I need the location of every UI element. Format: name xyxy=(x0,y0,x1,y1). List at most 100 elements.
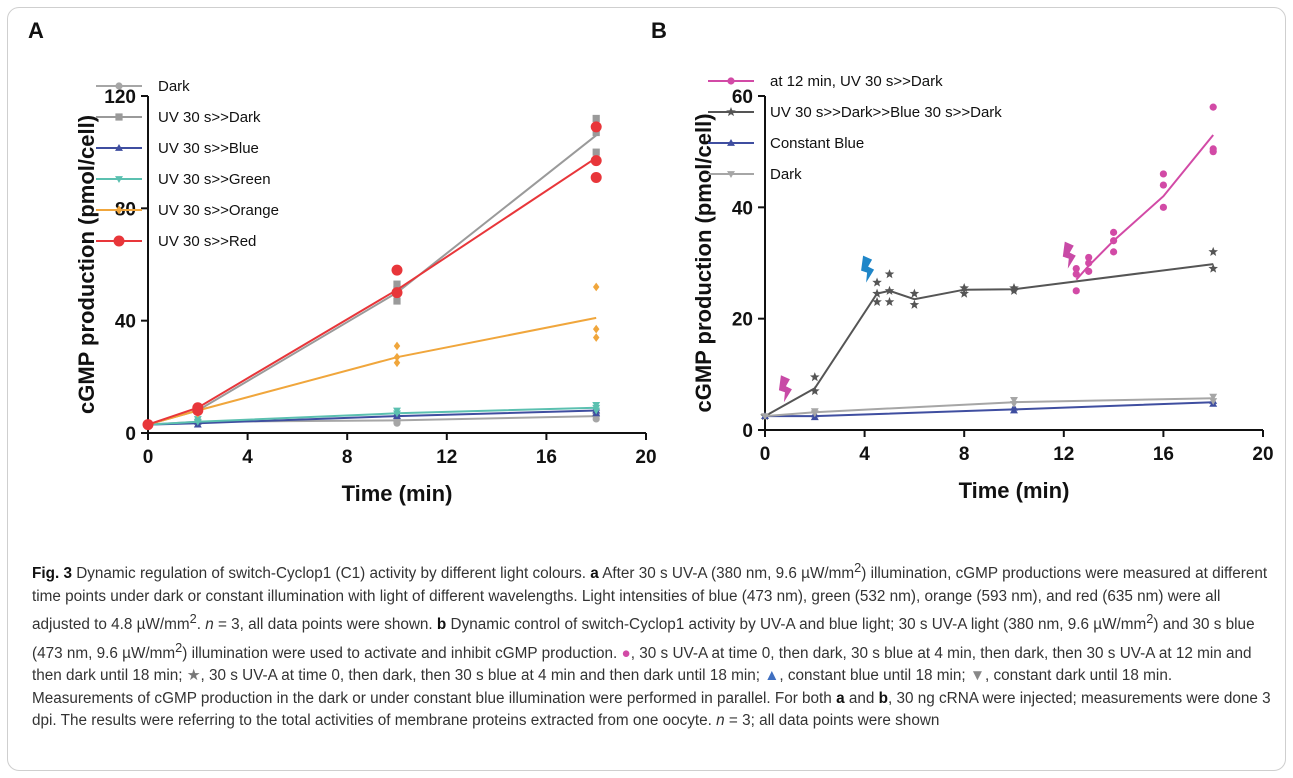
data-point xyxy=(592,114,600,123)
data-point xyxy=(393,352,401,362)
data-point xyxy=(1110,248,1118,256)
data-point xyxy=(391,264,403,276)
panel-letter-a: A xyxy=(28,18,44,43)
data-point xyxy=(1010,400,1018,408)
data-point xyxy=(810,372,820,382)
data-point xyxy=(1010,397,1018,404)
data-point xyxy=(1159,203,1167,211)
y-tick-label: 40 xyxy=(732,198,753,219)
data-point xyxy=(909,299,920,309)
lightning-bolt-icon xyxy=(778,375,792,403)
data-point xyxy=(1110,228,1118,236)
data-point xyxy=(592,128,600,137)
legend-entry: Constant Blue xyxy=(770,135,864,152)
data-point xyxy=(1209,393,1218,401)
data-point xyxy=(393,341,401,351)
chart-panel-b: B 0 4 8 12 16 20 0 20 40 60 Time (min) cGMP producti… xyxy=(651,18,1274,503)
x-tick-label: 8 xyxy=(959,444,970,465)
data-point xyxy=(592,333,600,342)
legend-entry: UV 30 s>>Orange xyxy=(158,202,279,219)
data-point xyxy=(1085,253,1093,262)
series-line xyxy=(1075,134,1214,281)
data-point xyxy=(1072,270,1080,278)
data-point xyxy=(884,285,895,295)
data-point xyxy=(391,287,403,299)
series-line xyxy=(764,263,1214,417)
series-uv-30-s-dark-blue-30-s-dark xyxy=(760,246,1218,421)
legend-marker xyxy=(113,235,125,247)
data-point xyxy=(590,171,602,183)
legend-entry: UV 30 s>>Blue xyxy=(158,140,259,157)
data-point xyxy=(142,419,154,431)
data-point xyxy=(1159,181,1167,189)
legend-marker xyxy=(726,106,736,117)
legend-entry: UV 30 s>>Dark xyxy=(158,109,261,126)
x-tick-label: 0 xyxy=(760,444,771,465)
x-tick-label: 4 xyxy=(242,447,253,468)
y-tick-label: 60 xyxy=(732,87,753,108)
panel-letter-b: B xyxy=(651,18,667,43)
data-point xyxy=(192,402,204,414)
y-axis-label: cGMP production (pmol/cell) xyxy=(691,113,716,412)
legend-marker xyxy=(727,171,735,178)
series-line xyxy=(765,401,1214,418)
legend: Dark UV 30 s>>Dark UV 30 s>>Blue UV 30 s>>G… xyxy=(96,78,279,250)
y-tick-label: 0 xyxy=(742,421,753,442)
data-point xyxy=(1009,285,1019,295)
figure: A 0 4 8 12 16 20 0 40 80 120 Time (min) cGMP product… xyxy=(7,7,1286,771)
legend-marker xyxy=(115,82,123,90)
data-point xyxy=(1159,170,1167,178)
data-point xyxy=(1209,145,1217,153)
legend-entry: at 12 min, UV 30 s>>Dark xyxy=(770,73,943,90)
y-tick-label: 0 xyxy=(125,424,136,445)
x-tick-label: 20 xyxy=(635,447,656,468)
x-tick-label: 12 xyxy=(1053,444,1074,465)
legend-entry: UV 30 s>>Dark>>Blue 30 s>>Dark xyxy=(770,104,1002,121)
x-axis-label: Time (min) xyxy=(342,481,453,506)
y-tick-label: 120 xyxy=(104,87,136,108)
data-point xyxy=(393,297,401,305)
series-line xyxy=(147,316,597,426)
figure-caption: Fig. 3 Dynamic regulation of switch-Cycl… xyxy=(32,557,1277,733)
data-point xyxy=(393,358,401,368)
legend-marker xyxy=(727,139,735,146)
series-line xyxy=(764,397,1214,418)
data-point xyxy=(810,408,819,416)
series-at-12-min-uv-30-s-dark xyxy=(1072,103,1217,295)
x-tick-label: 4 xyxy=(859,444,870,465)
y-axis-label: cGMP production (pmol/cell) xyxy=(74,115,99,414)
y-tick-label: 20 xyxy=(732,310,753,331)
x-axis-label: Time (min) xyxy=(959,478,1070,503)
data-point xyxy=(590,155,602,167)
data-point xyxy=(590,121,602,133)
data-point xyxy=(592,282,600,292)
data-point xyxy=(193,416,202,423)
legend-marker xyxy=(115,176,123,183)
legend-marker xyxy=(115,144,123,151)
data-point xyxy=(393,280,401,288)
series-uv-30-s-red xyxy=(142,121,602,431)
data-point xyxy=(1009,283,1019,293)
data-point xyxy=(1209,103,1217,111)
data-point xyxy=(1085,259,1093,267)
legend-marker xyxy=(115,113,123,121)
data-point xyxy=(1110,237,1118,245)
legend-entry: UV 30 s>>Red xyxy=(158,233,256,250)
data-point xyxy=(884,296,895,307)
legend-entry: Dark xyxy=(158,78,190,95)
lightning-bolt-icon xyxy=(1062,241,1076,269)
lightning-bolt-icon xyxy=(861,255,875,283)
data-point xyxy=(872,296,882,307)
series-line xyxy=(147,156,597,426)
x-tick-label: 8 xyxy=(342,447,353,468)
x-tick-label: 20 xyxy=(1252,444,1273,465)
series-uv-30-s-dark xyxy=(144,114,600,429)
x-tick-label: 12 xyxy=(436,447,457,468)
series-line xyxy=(147,406,597,426)
data-point xyxy=(592,402,601,409)
data-point xyxy=(1072,287,1080,295)
data-point xyxy=(810,385,820,396)
caption-body: Dynamic regulation of switch-Cyclop1 (C1… xyxy=(32,560,1271,730)
